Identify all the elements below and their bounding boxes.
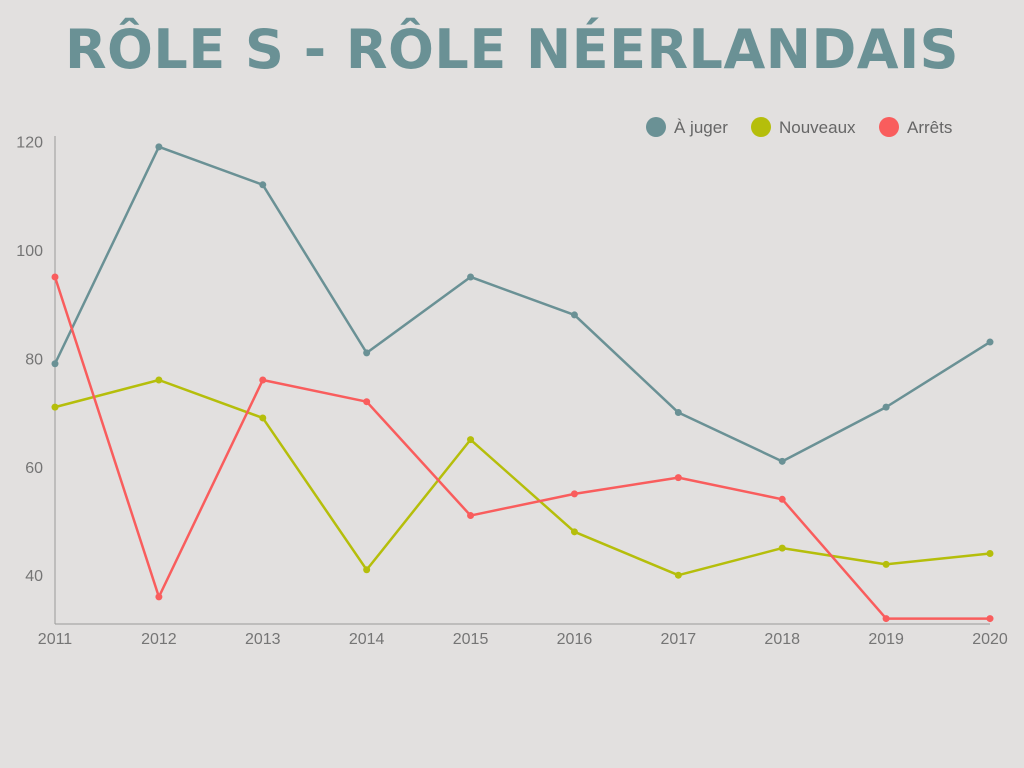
data-point	[363, 349, 371, 357]
data-point	[882, 560, 890, 568]
data-point	[986, 338, 994, 346]
data-point	[51, 360, 59, 368]
data-point	[363, 398, 371, 406]
series-line	[54, 378, 991, 577]
x-tick-label: 2016	[557, 631, 593, 648]
chart-title: RÔLE S - RÔLE NÉERLANDAIS	[64, 18, 960, 81]
data-point	[570, 490, 578, 498]
x-tick-label: 2011	[38, 631, 73, 648]
data-point	[674, 474, 682, 482]
data-point	[259, 376, 267, 384]
data-point	[674, 571, 682, 579]
legend-swatch	[646, 117, 666, 137]
series-line	[53, 276, 990, 620]
y-tick-label: 60	[25, 460, 43, 477]
legend-label: À juger	[674, 118, 728, 137]
data-point	[363, 566, 371, 574]
legend-swatch	[751, 117, 771, 137]
data-point	[155, 376, 163, 384]
data-point	[51, 403, 59, 411]
data-point	[986, 550, 994, 558]
x-tick-label: 2018	[764, 631, 800, 648]
x-tick-label: 2020	[972, 631, 1008, 648]
y-tick-label: 40	[25, 568, 43, 585]
legend-label: Nouveaux	[779, 118, 856, 137]
x-tick-label: 2019	[868, 631, 904, 648]
data-point	[155, 593, 163, 601]
series-group	[51, 143, 994, 623]
data-point	[155, 143, 163, 151]
data-point	[259, 414, 267, 422]
data-point	[467, 512, 475, 520]
x-tick-label: 2017	[661, 631, 697, 648]
data-point	[778, 544, 786, 552]
y-tick-label: 80	[25, 351, 43, 368]
data-point	[259, 181, 267, 189]
legend-swatch	[879, 117, 899, 137]
data-point	[570, 311, 578, 319]
x-tick-label: 2014	[349, 631, 385, 648]
data-point	[467, 436, 475, 444]
legend-label: Arrêts	[907, 118, 952, 137]
legend: À juger Nouveaux Arrêts	[646, 117, 952, 137]
data-point	[778, 495, 786, 503]
data-point	[467, 273, 475, 281]
data-point	[570, 528, 578, 536]
x-tick-label: 2015	[453, 631, 489, 648]
data-point	[778, 457, 786, 465]
x-tick-label: 2013	[245, 631, 281, 648]
y-tick-label: 120	[16, 134, 43, 151]
axes: 40 60 80 100 120 2011 2012 2013 2014 2015 2016 2017…	[16, 134, 1008, 648]
x-tick-label: 2012	[141, 631, 177, 648]
data-point	[882, 615, 890, 623]
data-point	[674, 409, 682, 417]
data-point	[51, 273, 59, 281]
data-point	[986, 615, 994, 623]
series-line	[53, 145, 991, 463]
data-point	[882, 403, 890, 411]
y-tick-label: 100	[16, 243, 43, 260]
